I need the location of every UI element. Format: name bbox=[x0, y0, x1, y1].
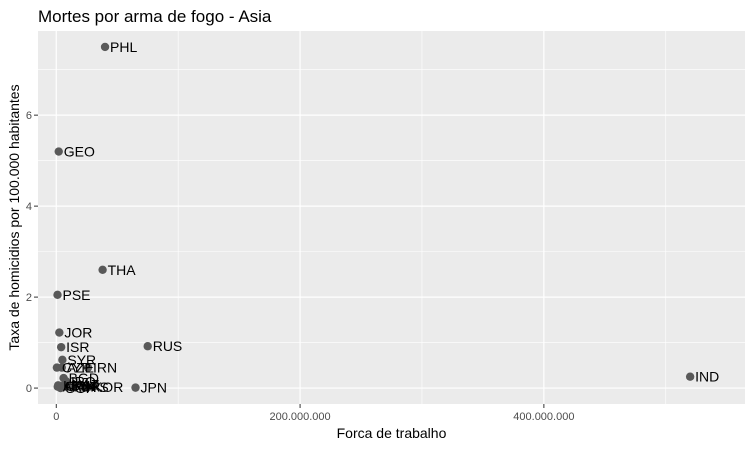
x-tick-label: 400.000.000 bbox=[513, 411, 574, 423]
y-tick-label: 6 bbox=[26, 110, 32, 122]
data-point bbox=[56, 383, 65, 393]
point-label: KOR bbox=[93, 379, 123, 395]
point-label: LBN bbox=[63, 377, 90, 393]
point-label: JOR bbox=[64, 325, 92, 341]
data-point bbox=[55, 328, 64, 337]
point-label: ISR bbox=[66, 339, 89, 355]
x-tick-label: 0 bbox=[53, 411, 59, 423]
point-label: PHL bbox=[110, 39, 137, 55]
point-label: IRQ bbox=[71, 373, 96, 389]
point-label: AZE bbox=[67, 360, 94, 376]
y-tick-label: 2 bbox=[26, 292, 32, 304]
point-label: MYS bbox=[78, 379, 108, 395]
data-point bbox=[98, 265, 107, 275]
data-point bbox=[131, 383, 140, 392]
data-point bbox=[143, 342, 152, 351]
data-point bbox=[83, 382, 93, 392]
x-tick-label: 200.000.000 bbox=[269, 411, 330, 423]
y-axis: 0 2 4 6 bbox=[26, 110, 38, 395]
data-point bbox=[52, 363, 62, 372]
point-label: ARM bbox=[63, 379, 94, 395]
y-tick-label: 0 bbox=[26, 383, 32, 395]
point-label: THA bbox=[108, 262, 137, 278]
data-point bbox=[69, 382, 78, 392]
point-label: BGD bbox=[69, 370, 99, 386]
major-grid bbox=[38, 31, 745, 404]
point-label: CHN bbox=[65, 378, 95, 394]
point-label: IRN bbox=[93, 360, 117, 376]
point-label: KAZ bbox=[72, 376, 100, 392]
y-tick-label: 4 bbox=[26, 201, 32, 213]
point-label: SYR bbox=[67, 352, 96, 368]
point-label: PSE bbox=[63, 287, 91, 303]
point-label: IND bbox=[695, 369, 719, 385]
point-label: CYP bbox=[62, 360, 91, 376]
data-point bbox=[53, 290, 62, 300]
data-point bbox=[56, 342, 66, 352]
minor-grid bbox=[38, 31, 745, 404]
data-point bbox=[100, 42, 110, 52]
data-point bbox=[83, 363, 93, 372]
data-point bbox=[58, 355, 67, 365]
x-axis: 0 200.000.000 400.000.000 bbox=[53, 404, 574, 423]
data-point bbox=[54, 147, 63, 156]
point-label: SGP bbox=[66, 380, 96, 396]
data-point bbox=[685, 372, 695, 381]
point-label: GEO bbox=[64, 144, 95, 160]
point-label: TUR bbox=[72, 378, 101, 394]
data-points bbox=[52, 42, 695, 393]
plot-panel bbox=[38, 31, 745, 404]
point-label: RUS bbox=[153, 338, 183, 354]
x-axis-title: Forca de trabalho bbox=[337, 425, 447, 441]
point-label: JPN bbox=[141, 380, 167, 396]
chart-title: Mortes por arma de fogo - Asia bbox=[38, 7, 272, 26]
y-axis-title: Taxa de homicidios por 100.000 habitante… bbox=[6, 84, 22, 350]
